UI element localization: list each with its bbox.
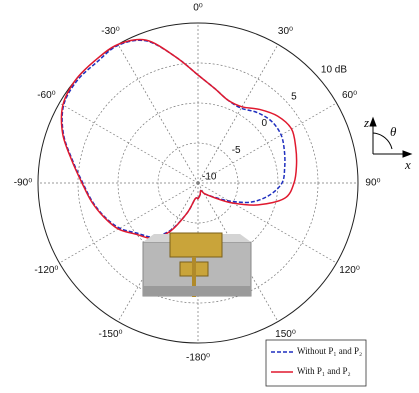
- r-tick-label: 5: [291, 91, 297, 102]
- theta-tick-label: 60⁰: [342, 90, 357, 101]
- grid-spoke: [198, 44, 278, 183]
- theta-tick-label: -60⁰: [37, 90, 55, 101]
- legend: Without P₁ and P₂ With P₁ and P₂: [266, 340, 366, 386]
- r-tick-label: -10: [202, 172, 217, 183]
- theta-tick-label: -150⁰: [98, 329, 122, 340]
- chart: -10 -5 0 5 10 dB 0⁰ 30⁰ 60⁰ 90⁰ 120⁰ 150⁰ -180⁰ -150…: [0, 0, 419, 393]
- legend-label: Without P₁ and P₂: [297, 346, 362, 356]
- r-tick-label: 0: [261, 118, 267, 129]
- axis-icon-theta: θ: [390, 124, 397, 139]
- theta-tick-label: 120⁰: [339, 265, 360, 276]
- plot: -10 -5 0 5 10 dB 0⁰ 30⁰ 60⁰ 90⁰ 120⁰ 150⁰ -180⁰ -150…: [14, 3, 381, 364]
- grid-spoke: [59, 103, 198, 183]
- theta-tick-label: 0⁰: [193, 3, 203, 14]
- theta-tick-label: -30⁰: [101, 26, 119, 37]
- axis-icon-z: z: [363, 115, 369, 130]
- theta-tick-label: 30⁰: [278, 26, 293, 37]
- theta-tick-label: -120⁰: [34, 265, 58, 276]
- theta-tick-label: -180⁰: [186, 353, 210, 364]
- r-tick-label: 10 dB: [321, 65, 347, 76]
- r-tick-label: -5: [232, 145, 241, 156]
- theta-tick-label: -90⁰: [14, 178, 32, 189]
- grid-spoke: [198, 103, 337, 183]
- antenna-inset: [143, 233, 251, 297]
- legend-label: With P₁ and P₂: [297, 366, 351, 376]
- axis-icon-x: x: [404, 157, 411, 172]
- theta-tick-label: 90⁰: [365, 178, 380, 189]
- series-curve: [61, 39, 296, 238]
- theta-tick-label: 150⁰: [275, 329, 296, 340]
